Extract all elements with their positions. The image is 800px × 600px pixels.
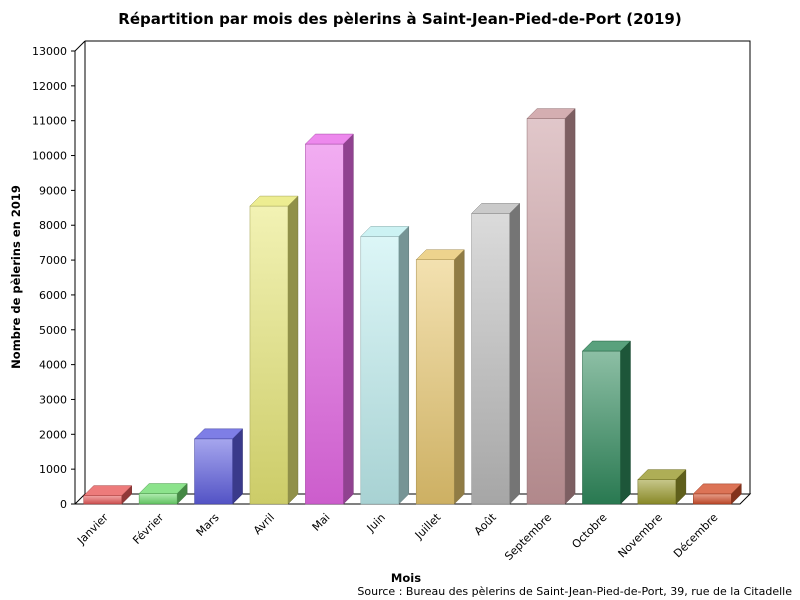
y-tick-label: 2000 [39, 428, 67, 441]
bar-side-face [398, 225, 410, 505]
chart-title: Répartition par mois des pèlerins à Sain… [118, 10, 681, 28]
bar-top-face [692, 483, 742, 495]
x-axis: Janvier Février Mars Avril Mai Juin Juillet Aoû… [74, 510, 720, 562]
bar-top-face [304, 133, 354, 145]
bar-top-face [249, 195, 299, 207]
y-tick-label: 10000 [32, 150, 67, 163]
bar-novembre [637, 469, 687, 505]
bar-front-face [637, 479, 677, 505]
source-note: Source : Bureau des pèlerins de Saint-Je… [357, 585, 792, 598]
y-tick-label: 12000 [32, 80, 67, 93]
bar-side-face [509, 202, 520, 505]
bar-juin [360, 225, 410, 505]
x-tick-label: Décembre [671, 511, 721, 561]
bar-front-face [360, 236, 400, 505]
bar-janvier [83, 485, 133, 505]
x-tick-label: Août [472, 510, 500, 538]
y-tick-label: 11000 [32, 115, 67, 128]
bar-front-face [249, 205, 289, 505]
bar-front-face [305, 143, 344, 505]
bar-octobre [581, 340, 632, 505]
bar-septembre [526, 107, 576, 505]
bar-front-face [582, 350, 621, 505]
plot-floor [73, 493, 752, 505]
bar-side-face [343, 133, 354, 505]
bar-front-face [471, 213, 510, 505]
bar-top-face [581, 340, 632, 352]
bar-mai [304, 133, 354, 505]
bar-front-face [693, 493, 732, 505]
x-tick-label: Mars [194, 511, 222, 539]
y-tick-label: 7000 [39, 254, 67, 267]
x-tick-label: Juillet [412, 510, 444, 542]
bars-group [83, 107, 742, 505]
x-tick-label: Octobre [569, 511, 609, 551]
bar-side-face [620, 340, 631, 505]
left-wall-top-edge [74, 40, 86, 52]
y-tick-label: 8000 [39, 219, 67, 232]
x-tick-label: Janvier [74, 511, 111, 548]
bar-front-face [138, 493, 178, 505]
bar-front-face [83, 495, 122, 505]
x-tick-label: Février [130, 511, 166, 547]
bar-side-face [287, 195, 299, 505]
bar-juillet [415, 249, 465, 505]
y-tick-label: 9000 [39, 184, 67, 197]
bar-top-face [360, 226, 410, 237]
y-tick-label: 1000 [39, 463, 67, 476]
plot-frame [73, 40, 752, 505]
y-tick-label: 3000 [39, 393, 67, 406]
y-tick-label: 5000 [39, 324, 67, 337]
x-tick-label: Juin [364, 511, 388, 535]
x-tick-label: Novembre [616, 511, 666, 561]
bar-front-face [526, 118, 566, 505]
x-tick-label: Mai [310, 511, 333, 534]
bar-front-face [415, 259, 455, 505]
y-tick-label: 0 [60, 498, 67, 511]
bar-top-face [471, 203, 521, 214]
bar-top-face [526, 108, 576, 119]
bar-top-face [637, 469, 687, 480]
plot-back-wall [85, 40, 751, 494]
x-tick-label: Avril [251, 511, 277, 537]
bar-avril [249, 195, 299, 505]
y-tick-label: 6000 [39, 289, 67, 302]
y-axis-title: Nombre de pèlerins en 2019 [9, 185, 23, 369]
y-tick-label: 13000 [32, 45, 67, 58]
bar-side-face [453, 249, 465, 505]
y-tick-label: 4000 [39, 359, 67, 372]
bar-side-face [564, 107, 576, 505]
bar-side-face [232, 428, 243, 505]
bar-mars [193, 428, 244, 505]
y-axis: 0 1000 2000 3000 4000 5000 6000 7000 8000 9000 100… [32, 45, 75, 511]
bar-top-face [83, 485, 133, 496]
bar-août [471, 202, 521, 505]
bar-décembre [692, 483, 742, 505]
bar-top-face [415, 249, 465, 260]
x-tick-label: Septembre [502, 511, 554, 563]
bar-top-face [193, 428, 244, 440]
bar-front-face [194, 438, 233, 505]
bar-top-face [138, 483, 188, 494]
x-axis-title: Mois [391, 571, 421, 585]
bar-février [138, 482, 188, 505]
